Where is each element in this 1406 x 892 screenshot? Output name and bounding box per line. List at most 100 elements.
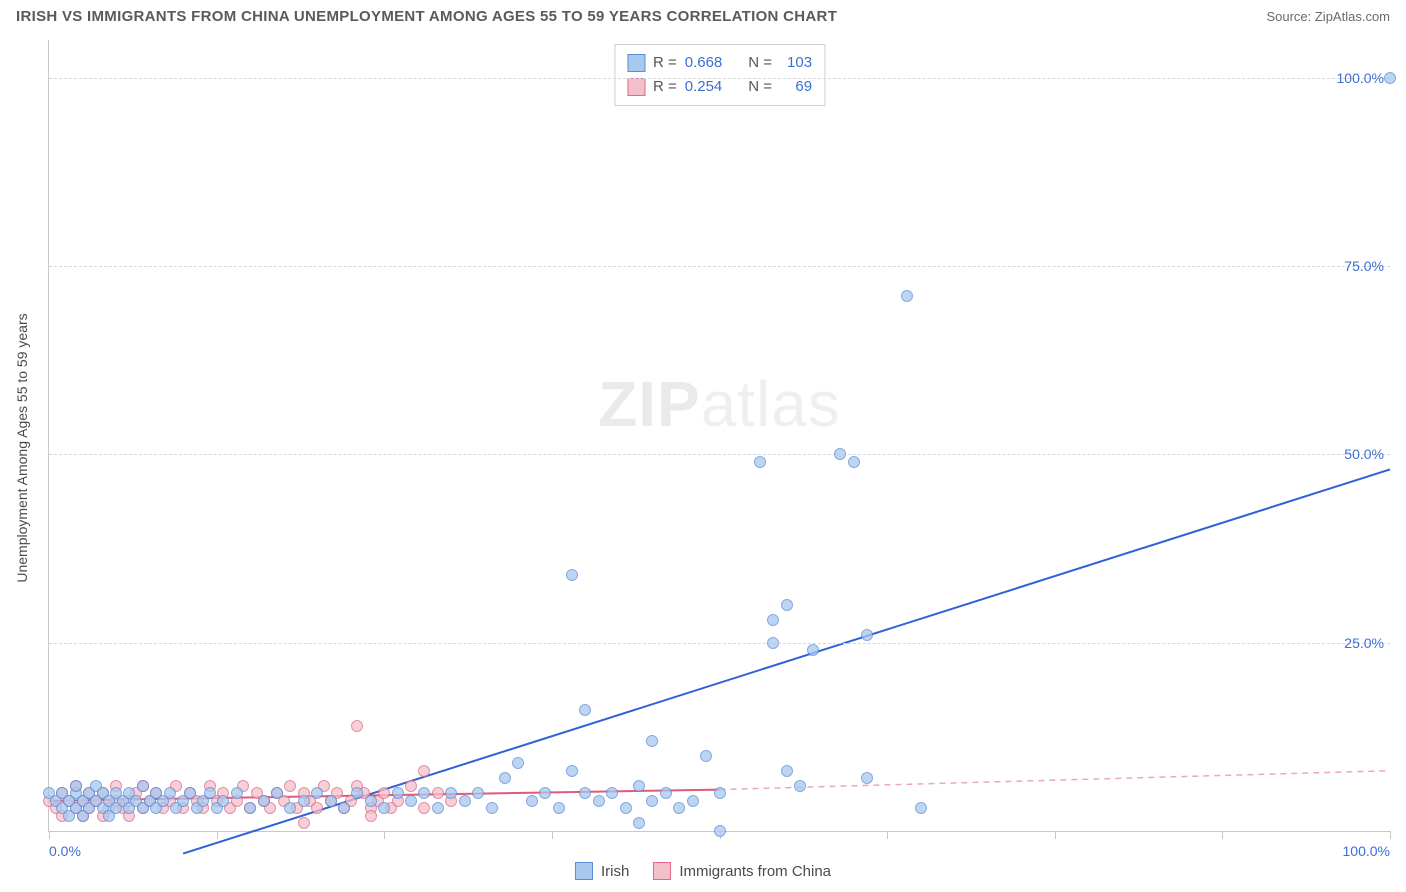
- scatter-point: [418, 802, 430, 814]
- scatter-point: [754, 456, 766, 468]
- chart-area: ZIPatlas R = 0.668 N = 103 R = 0.254 N =…: [48, 40, 1390, 832]
- scatter-point: [378, 802, 390, 814]
- scatter-point: [351, 787, 363, 799]
- chart-title: IRISH VS IMMIGRANTS FROM CHINA UNEMPLOYM…: [16, 8, 837, 25]
- legend-item-china: Immigrants from China: [653, 862, 831, 880]
- scatter-point: [579, 704, 591, 716]
- scatter-point: [566, 765, 578, 777]
- trend-lines: [49, 40, 1390, 831]
- watermark: ZIPatlas: [598, 367, 841, 441]
- ytick-label: 25.0%: [1344, 635, 1384, 651]
- watermark-atlas: atlas: [701, 368, 841, 440]
- scatter-point: [767, 637, 779, 649]
- xtick-label: 100.0%: [1343, 843, 1390, 859]
- swatch-china: [653, 862, 671, 880]
- swatch-china: [627, 78, 645, 96]
- scatter-point: [244, 802, 256, 814]
- scatter-point: [284, 780, 296, 792]
- scatter-point: [767, 614, 779, 626]
- scatter-point: [660, 787, 672, 799]
- watermark-zip: ZIP: [598, 368, 701, 440]
- scatter-point: [579, 787, 591, 799]
- source-label: Source: ZipAtlas.com: [1266, 9, 1390, 24]
- scatter-point: [231, 787, 243, 799]
- scatter-point: [861, 772, 873, 784]
- scatter-point: [593, 795, 605, 807]
- gridline: [49, 454, 1390, 455]
- scatter-point: [834, 448, 846, 460]
- xtick: [384, 831, 385, 839]
- scatter-point: [351, 720, 363, 732]
- scatter-point: [365, 810, 377, 822]
- scatter-point: [432, 802, 444, 814]
- scatter-point: [311, 787, 323, 799]
- legend-stats-row-irish: R = 0.668 N = 103: [627, 51, 812, 75]
- scatter-point: [405, 780, 417, 792]
- scatter-point: [606, 787, 618, 799]
- scatter-point: [566, 569, 578, 581]
- scatter-point: [418, 765, 430, 777]
- scatter-point: [378, 787, 390, 799]
- ytick-label: 50.0%: [1344, 446, 1384, 462]
- scatter-point: [70, 780, 82, 792]
- scatter-point: [472, 787, 484, 799]
- scatter-point: [687, 795, 699, 807]
- scatter-point: [861, 629, 873, 641]
- stat-n-irish: 103: [780, 51, 812, 75]
- scatter-point: [794, 780, 806, 792]
- legend-label-irish: Irish: [601, 863, 629, 880]
- scatter-point: [164, 787, 176, 799]
- scatter-point: [365, 795, 377, 807]
- scatter-point: [258, 795, 270, 807]
- stat-n-label: N =: [748, 51, 772, 75]
- scatter-point: [646, 735, 658, 747]
- scatter-point: [298, 795, 310, 807]
- scatter-point: [311, 802, 323, 814]
- scatter-point: [633, 817, 645, 829]
- scatter-point: [392, 787, 404, 799]
- bottom-legend: Irish Immigrants from China: [575, 862, 831, 880]
- scatter-point: [539, 787, 551, 799]
- swatch-irish: [575, 862, 593, 880]
- scatter-point: [137, 780, 149, 792]
- xtick: [887, 831, 888, 839]
- xtick-label: 0.0%: [49, 843, 81, 859]
- gridline: [49, 266, 1390, 267]
- gridline: [49, 643, 1390, 644]
- ytick-label: 75.0%: [1344, 258, 1384, 274]
- scatter-point: [807, 644, 819, 656]
- xtick: [552, 831, 553, 839]
- scatter-point: [184, 787, 196, 799]
- xtick: [1390, 831, 1391, 839]
- ytick-label: 100.0%: [1337, 70, 1384, 86]
- stat-r-label: R =: [653, 51, 677, 75]
- scatter-point: [714, 787, 726, 799]
- scatter-point: [620, 802, 632, 814]
- xtick: [1055, 831, 1056, 839]
- scatter-point: [633, 780, 645, 792]
- scatter-point: [271, 787, 283, 799]
- scatter-point: [204, 787, 216, 799]
- scatter-point: [901, 290, 913, 302]
- scatter-point: [499, 772, 511, 784]
- scatter-point: [700, 750, 712, 762]
- scatter-point: [915, 802, 927, 814]
- xtick: [217, 831, 218, 839]
- scatter-point: [553, 802, 565, 814]
- scatter-point: [486, 802, 498, 814]
- gridline: [49, 78, 1390, 79]
- plot-area: ZIPatlas R = 0.668 N = 103 R = 0.254 N =…: [48, 40, 1390, 832]
- scatter-point: [512, 757, 524, 769]
- xtick: [49, 831, 50, 839]
- legend-label-china: Immigrants from China: [679, 863, 831, 880]
- chart-header: IRISH VS IMMIGRANTS FROM CHINA UNEMPLOYM…: [0, 0, 1406, 29]
- scatter-point: [405, 795, 417, 807]
- scatter-point: [781, 765, 793, 777]
- legend-item-irish: Irish: [575, 862, 629, 880]
- trend-line: [720, 771, 1391, 790]
- scatter-point: [673, 802, 685, 814]
- swatch-irish: [627, 54, 645, 72]
- scatter-point: [325, 795, 337, 807]
- scatter-point: [338, 802, 350, 814]
- scatter-point: [459, 795, 471, 807]
